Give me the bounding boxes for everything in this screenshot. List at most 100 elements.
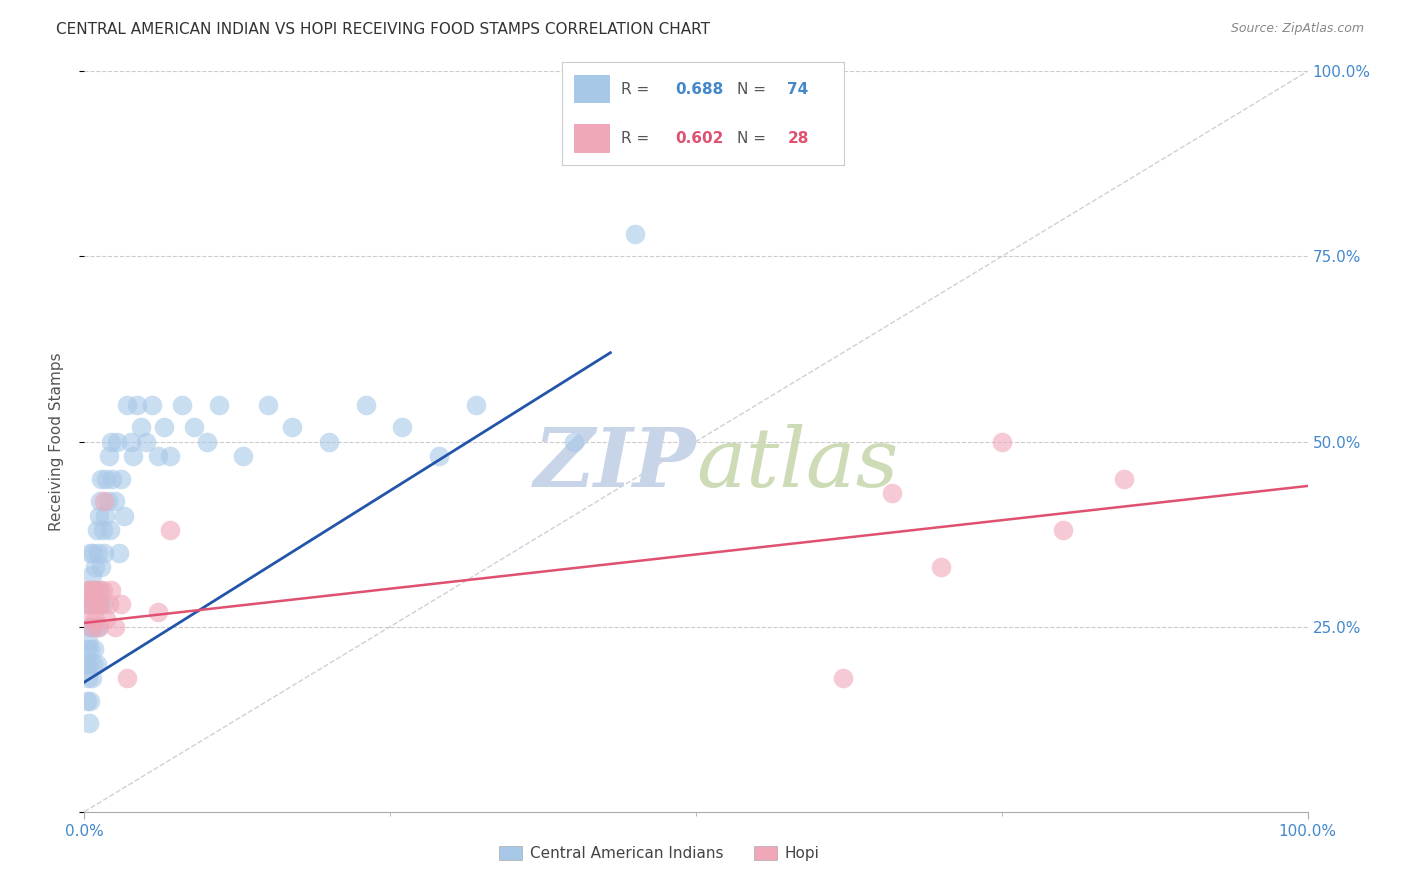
Point — [87, 582, 110, 597]
Point — [83, 641, 105, 656]
Point — [93, 493, 115, 508]
Text: 0.602: 0.602 — [675, 131, 723, 146]
Point — [120, 434, 142, 449]
Point — [146, 450, 169, 464]
Point — [91, 524, 114, 538]
Point — [115, 672, 138, 686]
Text: N =: N = — [737, 131, 770, 146]
Bar — [574, 75, 610, 103]
Point — [86, 657, 108, 671]
Point — [89, 582, 111, 597]
Point — [391, 419, 413, 434]
Point — [105, 434, 128, 449]
Point — [80, 672, 103, 686]
Point — [427, 450, 450, 464]
Point — [82, 598, 104, 612]
Point — [464, 397, 486, 411]
Point — [87, 546, 110, 560]
Point — [110, 471, 132, 485]
Point — [84, 612, 107, 626]
Point — [929, 560, 952, 574]
Point — [96, 471, 118, 485]
Point — [94, 508, 117, 523]
Text: atlas: atlas — [696, 424, 898, 504]
Text: 28: 28 — [787, 131, 808, 146]
Point — [141, 397, 163, 411]
Point — [79, 641, 101, 656]
Point — [76, 598, 98, 612]
Text: 74: 74 — [787, 81, 808, 96]
Point — [122, 450, 145, 464]
Point — [129, 419, 152, 434]
Point — [93, 546, 115, 560]
Point — [104, 619, 127, 633]
Point — [1052, 524, 1074, 538]
Point — [76, 641, 98, 656]
Point — [97, 598, 120, 612]
Point — [135, 434, 157, 449]
Point — [195, 434, 218, 449]
Point — [98, 524, 121, 538]
Point — [281, 419, 304, 434]
Point — [82, 546, 104, 560]
Point — [86, 598, 108, 612]
Point — [79, 598, 101, 612]
Point — [100, 434, 122, 449]
Text: N =: N = — [737, 81, 770, 96]
Text: CENTRAL AMERICAN INDIAN VS HOPI RECEIVING FOOD STAMPS CORRELATION CHART: CENTRAL AMERICAN INDIAN VS HOPI RECEIVIN… — [56, 22, 710, 37]
Point — [115, 397, 138, 411]
Point — [77, 619, 100, 633]
Point — [104, 493, 127, 508]
Point — [79, 582, 101, 597]
Point — [79, 694, 101, 708]
Legend: Central American Indians, Hopi: Central American Indians, Hopi — [494, 839, 825, 867]
Point — [90, 471, 112, 485]
Text: 0.688: 0.688 — [675, 81, 723, 96]
Point — [562, 434, 585, 449]
Point — [77, 634, 100, 648]
Point — [77, 598, 100, 612]
Point — [89, 493, 111, 508]
Point — [208, 397, 231, 411]
Point — [86, 598, 108, 612]
Point — [80, 619, 103, 633]
Point — [1114, 471, 1136, 485]
Point — [257, 397, 280, 411]
Y-axis label: Receiving Food Stamps: Receiving Food Stamps — [49, 352, 63, 531]
Point — [82, 657, 104, 671]
Point — [159, 450, 181, 464]
Point — [77, 672, 100, 686]
Point — [172, 397, 194, 411]
Point — [79, 546, 101, 560]
Point — [146, 605, 169, 619]
Point — [76, 694, 98, 708]
Point — [624, 227, 647, 242]
Bar — [574, 124, 610, 153]
Point — [82, 598, 104, 612]
Point — [318, 434, 340, 449]
Point — [101, 471, 124, 485]
Text: R =: R = — [621, 81, 655, 96]
Point — [90, 560, 112, 574]
Point — [84, 619, 107, 633]
Point — [91, 582, 114, 597]
Point — [100, 582, 122, 597]
Point — [80, 567, 103, 582]
Point — [87, 619, 110, 633]
Point — [84, 560, 107, 574]
Point — [125, 397, 148, 411]
Point — [80, 619, 103, 633]
Point — [107, 546, 129, 560]
Point — [77, 657, 100, 671]
Point — [91, 598, 114, 612]
Point — [77, 612, 100, 626]
Point — [83, 582, 105, 597]
Point — [97, 493, 120, 508]
Point — [97, 450, 120, 464]
Point — [880, 486, 903, 500]
Point — [96, 612, 118, 626]
Point — [75, 657, 97, 671]
Point — [831, 672, 853, 686]
Point — [183, 419, 205, 434]
Point — [110, 598, 132, 612]
